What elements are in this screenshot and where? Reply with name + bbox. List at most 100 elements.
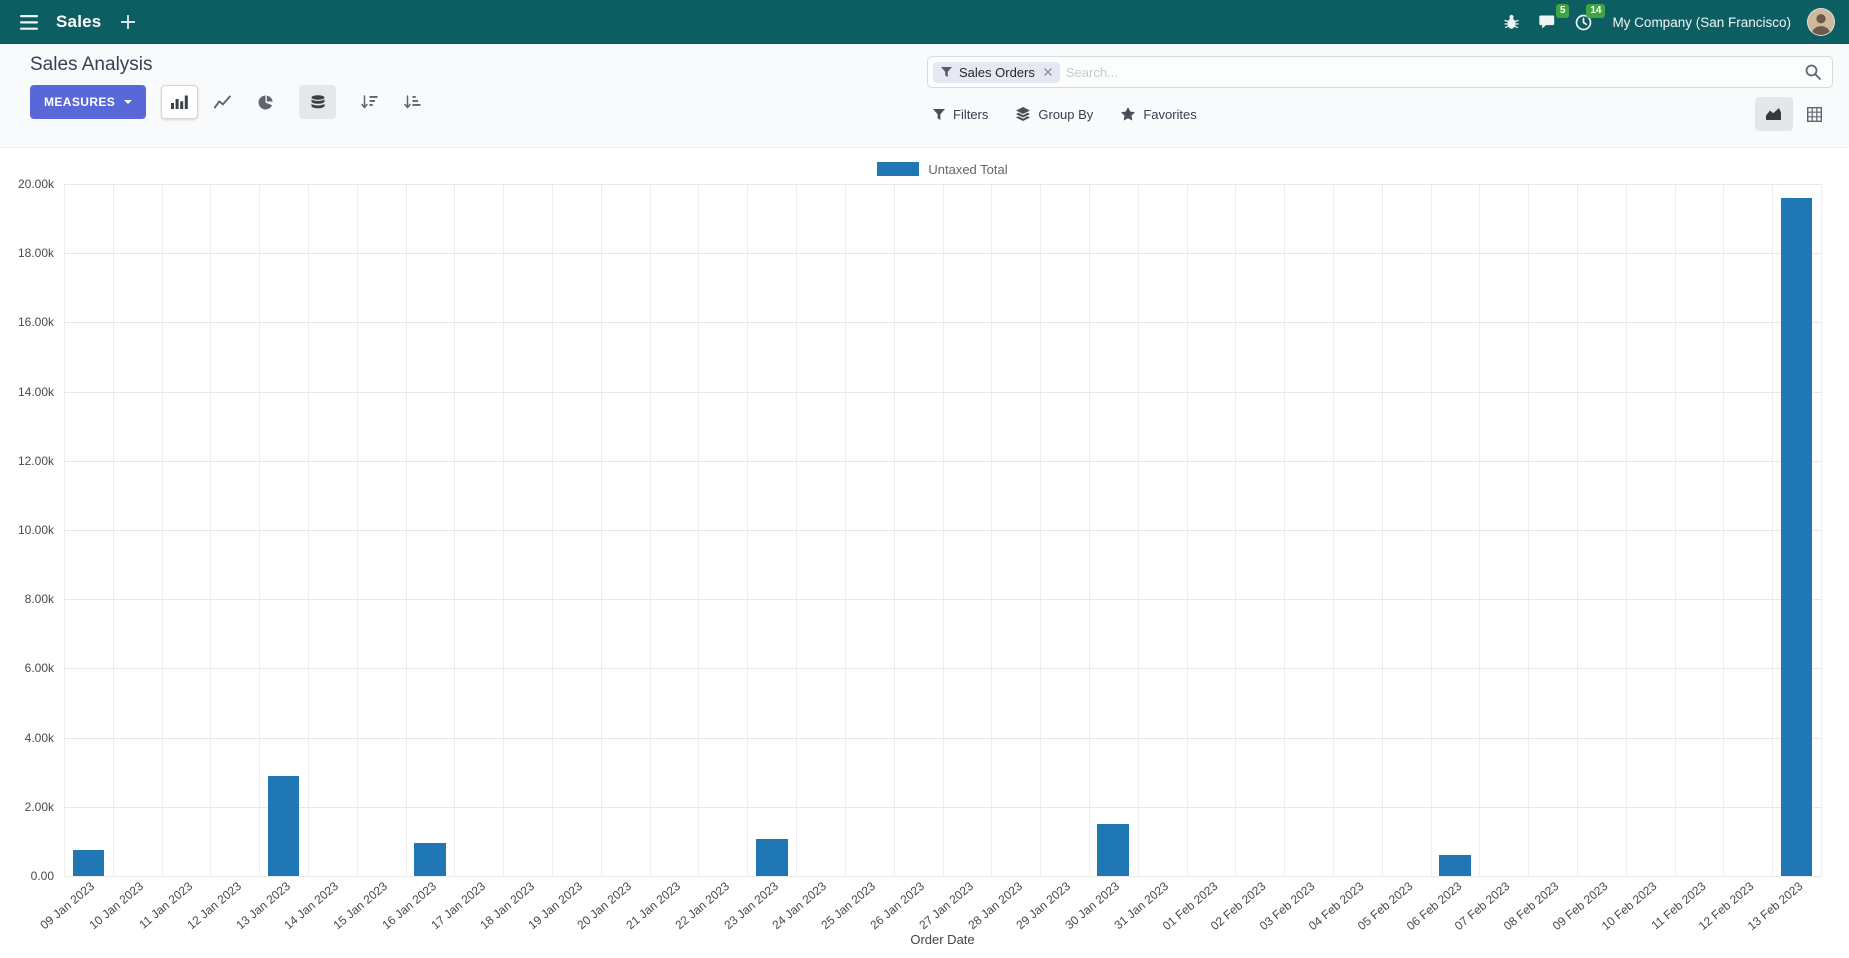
filters-button[interactable]: Filters bbox=[933, 107, 988, 122]
stacked-toggle-button[interactable] bbox=[299, 85, 337, 119]
group-by-button[interactable]: Group By bbox=[1016, 107, 1093, 122]
search-submit-button[interactable] bbox=[1794, 64, 1832, 80]
bug-icon bbox=[1504, 14, 1519, 30]
hamburger-icon bbox=[20, 14, 38, 30]
stacked-database-icon bbox=[311, 95, 325, 109]
bar-06-feb-2023[interactable] bbox=[1439, 854, 1471, 876]
avatar-image bbox=[1808, 9, 1834, 35]
search-input[interactable] bbox=[1065, 64, 1794, 80]
gridline-vertical bbox=[259, 184, 261, 876]
star-icon bbox=[1121, 107, 1136, 121]
pie-chart-button[interactable] bbox=[247, 85, 284, 119]
gridline-vertical bbox=[356, 184, 358, 876]
sort-descending-button[interactable] bbox=[351, 85, 388, 119]
pivot-view-button[interactable] bbox=[1795, 97, 1833, 131]
measures-button-label: MEASURES bbox=[44, 95, 116, 109]
sort-ascending-button[interactable] bbox=[394, 85, 431, 119]
y-axis-tick-label: 4.00k bbox=[24, 730, 54, 745]
gridline-vertical bbox=[991, 184, 993, 876]
bar-chart-icon bbox=[171, 95, 189, 109]
bar-23-jan-2023[interactable] bbox=[755, 838, 788, 876]
control-panel: Sales Analysis MEASURES bbox=[0, 44, 1849, 148]
favorites-label: Favorites bbox=[1143, 106, 1197, 122]
x-axis-labels: 09 Jan 2023 10 Jan 2023 11 Jan 2023 12 Jan … bbox=[38, 876, 1821, 933]
layers-icon bbox=[1016, 107, 1031, 121]
sort-ascending-icon bbox=[404, 95, 421, 109]
sort-descending-icon bbox=[361, 95, 378, 109]
debug-button[interactable] bbox=[1496, 7, 1526, 37]
y-axis-tick-label: 20.00k bbox=[17, 177, 54, 191]
line-chart-button[interactable] bbox=[204, 85, 241, 119]
y-axis-tick-label: 16.00k bbox=[17, 315, 54, 330]
x-axis-title: Order Date bbox=[910, 932, 975, 947]
facet-remove-icon[interactable] bbox=[1044, 68, 1052, 76]
sort-group bbox=[351, 85, 431, 119]
gridline-vertical bbox=[1088, 184, 1090, 876]
apps-menu-button[interactable] bbox=[14, 7, 44, 37]
favorites-button[interactable]: Favorites bbox=[1121, 106, 1197, 122]
gridline-vertical bbox=[1772, 184, 1774, 876]
gridline-vertical bbox=[796, 184, 798, 876]
activities-button[interactable]: 14 bbox=[1568, 4, 1606, 37]
gridline-vertical bbox=[844, 184, 846, 876]
messages-button[interactable]: 5 bbox=[1532, 4, 1570, 37]
bar-16-jan-2023[interactable] bbox=[414, 843, 446, 876]
pivot-grid-icon bbox=[1806, 106, 1822, 122]
new-tab-button[interactable] bbox=[113, 7, 143, 37]
chart-legend[interactable]: Untaxed Total bbox=[64, 160, 1821, 178]
y-axis-tick-label: 12.00k bbox=[17, 453, 54, 468]
bar-09-jan-2023[interactable] bbox=[72, 850, 105, 876]
gridline-vertical bbox=[503, 184, 505, 876]
app-title[interactable]: Sales bbox=[56, 12, 102, 31]
gridline-vertical bbox=[1137, 184, 1139, 876]
gridline-vertical bbox=[308, 184, 310, 876]
gridline-vertical bbox=[649, 184, 651, 876]
gridline-vertical bbox=[552, 184, 554, 876]
y-axis-tick-label: 8.00k bbox=[24, 592, 54, 607]
gridline-vertical bbox=[161, 184, 163, 876]
measures-button[interactable]: MEASURES bbox=[30, 85, 147, 119]
gridline-vertical bbox=[112, 184, 114, 876]
view-switcher bbox=[1755, 97, 1833, 131]
filters-funnel-icon bbox=[933, 108, 945, 120]
gridline-vertical bbox=[1430, 184, 1432, 876]
gridline-vertical bbox=[210, 184, 212, 876]
search-facet[interactable]: Sales Orders bbox=[933, 61, 1060, 83]
bar-13-feb-2023[interactable] bbox=[1780, 197, 1813, 876]
gridline-vertical bbox=[942, 184, 944, 876]
gridline-vertical bbox=[698, 184, 700, 876]
y-axis-tick-label: 0.00 bbox=[30, 869, 54, 883]
y-axis-tick-label: 18.00k bbox=[17, 246, 54, 261]
gridline-vertical bbox=[1332, 184, 1334, 876]
gridline-vertical bbox=[1723, 184, 1725, 876]
graph-view-button[interactable] bbox=[1755, 97, 1793, 131]
y-axis-tick-label: 6.00k bbox=[24, 661, 54, 676]
gridline-vertical bbox=[1528, 184, 1530, 876]
filter-funnel-icon bbox=[941, 67, 952, 77]
clock-icon bbox=[1575, 14, 1592, 31]
gridline-vertical bbox=[1284, 184, 1286, 876]
bar-13-jan-2023[interactable] bbox=[267, 775, 300, 876]
search-facet-label: Sales Orders bbox=[959, 64, 1035, 80]
bar-30-jan-2023[interactable] bbox=[1097, 824, 1130, 876]
search-icon bbox=[1805, 64, 1821, 80]
y-axis-tick-label: 14.00k bbox=[17, 384, 54, 399]
gridline-vertical bbox=[1186, 184, 1188, 876]
area-chart-icon bbox=[1766, 107, 1782, 121]
gridline-vertical bbox=[1235, 184, 1237, 876]
gridline-horizontal bbox=[64, 876, 1821, 877]
user-avatar[interactable] bbox=[1807, 8, 1835, 36]
filters-label: Filters bbox=[953, 106, 989, 122]
legend-swatch bbox=[877, 162, 920, 176]
search-bar[interactable]: Sales Orders bbox=[927, 56, 1833, 88]
plot-area bbox=[64, 184, 1822, 877]
y-axis-tick-label: 2.00k bbox=[24, 799, 54, 814]
gridline-vertical bbox=[1576, 184, 1578, 876]
group-by-label: Group By bbox=[1038, 106, 1094, 122]
gridline-vertical bbox=[64, 184, 65, 876]
top-navbar: Sales 5 14 My Company (San Francisco) bbox=[0, 0, 1849, 44]
graph-view: Untaxed Total 0.00 2.00k 4.00k 6.00k 8.00k 10… bbox=[0, 160, 1849, 950]
pie-chart-icon bbox=[258, 95, 273, 110]
company-switcher[interactable]: My Company (San Francisco) bbox=[1612, 14, 1791, 30]
bar-chart-button[interactable] bbox=[161, 85, 199, 119]
